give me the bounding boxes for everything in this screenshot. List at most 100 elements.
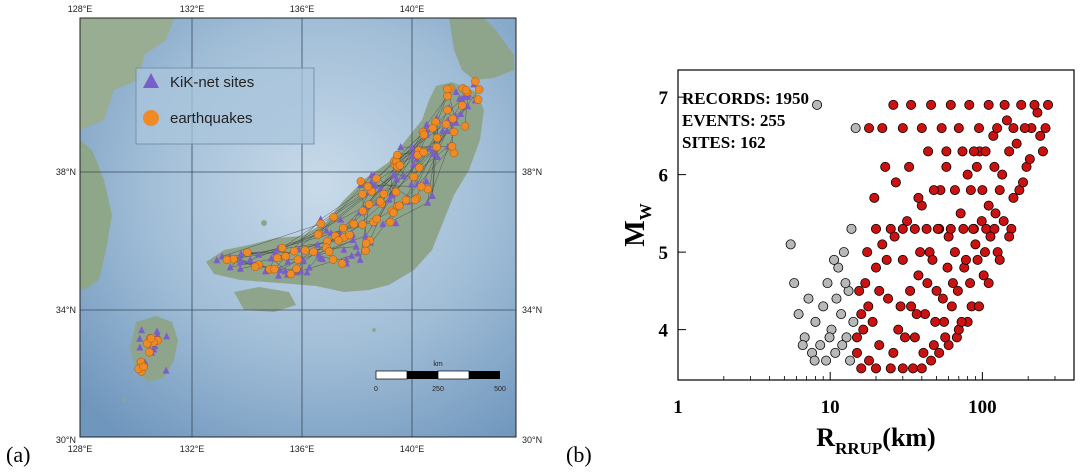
scalebar-unit: km: [433, 361, 443, 368]
legend-sites-label: KiK-net sites: [170, 74, 254, 91]
lon-tick-bottom: 140°E: [400, 444, 425, 454]
data-point: [991, 209, 1000, 218]
data-point: [1009, 193, 1018, 202]
data-point: [1005, 147, 1014, 156]
data-point: [810, 356, 819, 365]
data-point: [1025, 155, 1034, 164]
panel-b-label: (b): [566, 442, 592, 468]
japan-map: 128°E 132°E 136°E 140°E 128°E 132°E 136°…: [44, 0, 564, 470]
scalebar-tick: 0: [374, 386, 378, 393]
earthquake-marker: [317, 220, 325, 228]
earthquake-marker: [251, 263, 259, 271]
data-point: [811, 317, 820, 326]
data-point: [878, 240, 887, 249]
data-point: [910, 333, 919, 342]
data-point: [999, 217, 1008, 226]
data-point: [953, 286, 962, 295]
data-point: [984, 279, 993, 288]
data-point: [837, 310, 846, 319]
data-point: [1036, 131, 1045, 140]
data-point: [825, 333, 834, 342]
island: [372, 328, 376, 332]
data-point: [851, 124, 860, 133]
earthquake-marker: [294, 256, 302, 264]
data-point: [871, 263, 880, 272]
earthquake-marker: [420, 131, 428, 139]
earthquake-marker: [462, 86, 470, 94]
data-point: [917, 364, 926, 373]
data-point: [950, 186, 959, 195]
data-point: [978, 186, 987, 195]
data-point: [966, 186, 975, 195]
data-point: [916, 248, 925, 257]
earthquake-marker: [461, 122, 469, 130]
data-point: [864, 124, 873, 133]
lon-tick-top: 140°E: [400, 4, 425, 14]
data-point: [1030, 100, 1039, 109]
data-point: [868, 317, 877, 326]
data-point: [931, 317, 940, 326]
data-point: [965, 279, 974, 288]
earthquake-marker: [290, 247, 298, 255]
data-point: [898, 364, 907, 373]
earthquake-marker: [475, 86, 483, 94]
data-point: [965, 100, 974, 109]
data-point: [831, 348, 840, 357]
data-point: [906, 302, 915, 311]
earthquake-marker: [380, 190, 388, 198]
earthquake-marker: [273, 254, 281, 262]
data-point: [943, 263, 952, 272]
data-point: [912, 310, 921, 319]
data-point: [993, 124, 1002, 133]
island: [122, 398, 126, 402]
data-point: [938, 294, 947, 303]
earthquake-marker: [411, 196, 419, 204]
x-tick-label: 1: [673, 397, 683, 418]
earthquake-marker: [389, 209, 397, 217]
earthquake-marker: [449, 115, 457, 123]
data-point: [973, 255, 982, 264]
japan-map-panel: 128°E 132°E 136°E 140°E 128°E 132°E 136°…: [44, 0, 564, 470]
earthquake-marker: [450, 128, 458, 136]
data-point: [864, 356, 873, 365]
data-point: [928, 255, 937, 264]
earthquake-marker: [310, 248, 318, 256]
earthquake-marker: [474, 96, 482, 104]
data-point: [878, 124, 887, 133]
data-point: [1005, 232, 1014, 241]
data-point: [963, 170, 972, 179]
data-point: [958, 147, 967, 156]
data-point: [898, 255, 907, 264]
earthquake-marker: [471, 77, 479, 85]
data-point: [896, 302, 905, 311]
earthquake-marker: [393, 151, 401, 159]
earthquake-marker: [442, 120, 450, 128]
data-point: [933, 224, 942, 233]
data-point: [852, 333, 861, 342]
data-point: [859, 325, 868, 334]
earthquake-marker: [339, 224, 347, 232]
x-tick-label: 100: [968, 397, 997, 418]
data-point: [786, 240, 795, 249]
stat-sites: SITES: 162: [682, 133, 766, 152]
data-point: [919, 348, 928, 357]
earthquake-marker: [350, 220, 358, 228]
earthquake-marker: [402, 196, 410, 204]
xlabel-unit: (km): [882, 423, 935, 452]
data-point: [914, 271, 923, 280]
data-point: [956, 209, 965, 218]
earthquake-marker: [147, 334, 155, 342]
earthquake-marker: [433, 143, 441, 151]
x-tick-label: 10: [821, 397, 840, 418]
data-point: [790, 279, 799, 288]
lat-tick-left: 38°N: [56, 167, 76, 177]
data-point: [924, 147, 933, 156]
lon-tick-bottom: 132°E: [180, 444, 205, 454]
data-point: [1012, 139, 1021, 148]
data-point: [995, 186, 1004, 195]
earthquake-marker: [395, 202, 403, 210]
data-point: [969, 147, 978, 156]
xlabel-sub: RRUP: [835, 439, 882, 458]
legend-quakes-label: earthquakes: [170, 110, 253, 127]
